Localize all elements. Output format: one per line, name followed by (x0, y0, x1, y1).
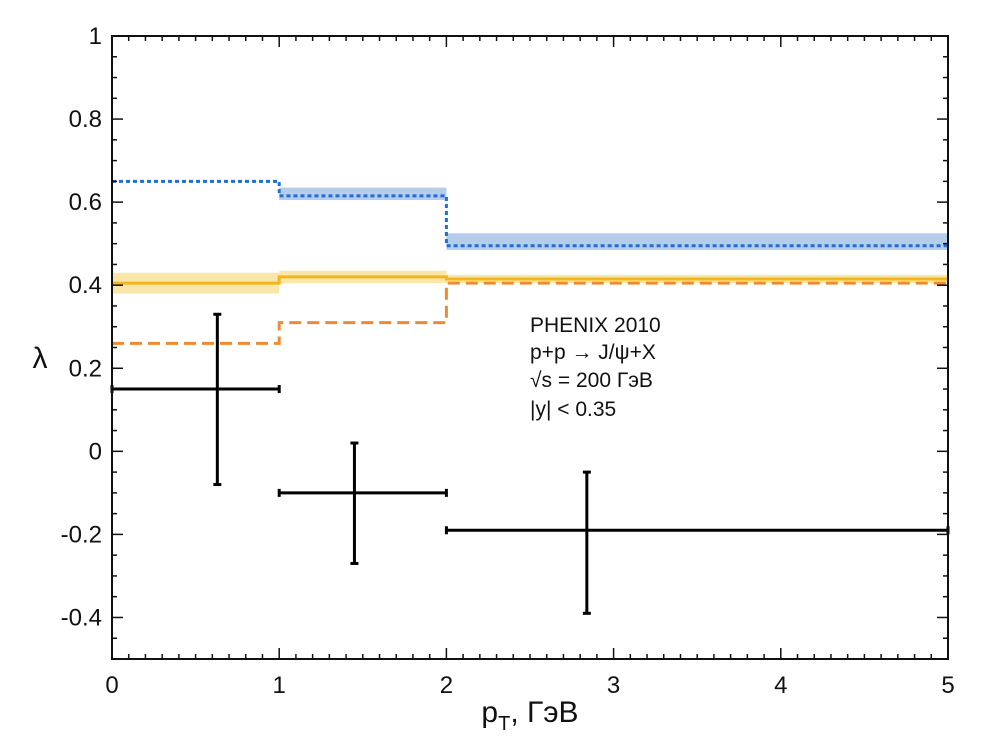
y-axis-title: λ (33, 342, 48, 375)
annotation-experiment: PHENIX 2010 (530, 314, 661, 337)
y-tick-label: 0.2 (69, 355, 102, 382)
data-point-2 (444, 470, 950, 615)
axes (111, 35, 949, 660)
x-tick-label: 4 (774, 672, 787, 699)
series-line-solid (112, 275, 948, 285)
y-tick-label: 0.4 (69, 272, 102, 299)
data-point-0 (110, 312, 281, 487)
band-series-0-bin-1 (279, 187, 447, 201)
x-axis-title-subscript: T (498, 713, 510, 735)
annotation-process: p+p → J/ψ+X (530, 341, 656, 364)
model-curves (112, 179, 948, 345)
band-series-0-bin-2 (446, 233, 948, 250)
x-tick-label: 0 (105, 672, 118, 699)
annotation-block: PHENIX 2010 p+p → J/ψ+X √s = 200 ГэВ |y|… (530, 314, 661, 421)
data-point-1 (277, 441, 448, 565)
y-tick-label: 0 (89, 438, 102, 465)
x-tick-label: 5 (941, 672, 954, 699)
annotation-energy: √s = 200 ГэВ (530, 369, 653, 392)
y-tick-label: 0.6 (69, 189, 102, 216)
y-tick-label: 1 (89, 23, 102, 50)
x-tick-label: 1 (273, 672, 286, 699)
x-axis-title: pT, ГэВ (481, 696, 578, 735)
x-axis-title-unit: , ГэВ (510, 696, 578, 729)
y-tick-label: -0.2 (61, 521, 102, 548)
y-tick-label: 0.8 (69, 106, 102, 133)
x-axis-title-main: p (481, 696, 498, 729)
y-tick-label: -0.4 (61, 604, 102, 631)
series-line-dashed (112, 281, 948, 345)
x-tick-label: 2 (440, 672, 453, 699)
annotation-rapidity: |y| < 0.35 (530, 398, 616, 421)
tick-labels: 0 1 2 3 4 5 -0.4 -0.2 0 0.2 0.4 0.6 0.8 1 (61, 23, 955, 699)
x-tick-label: 3 (607, 672, 620, 699)
